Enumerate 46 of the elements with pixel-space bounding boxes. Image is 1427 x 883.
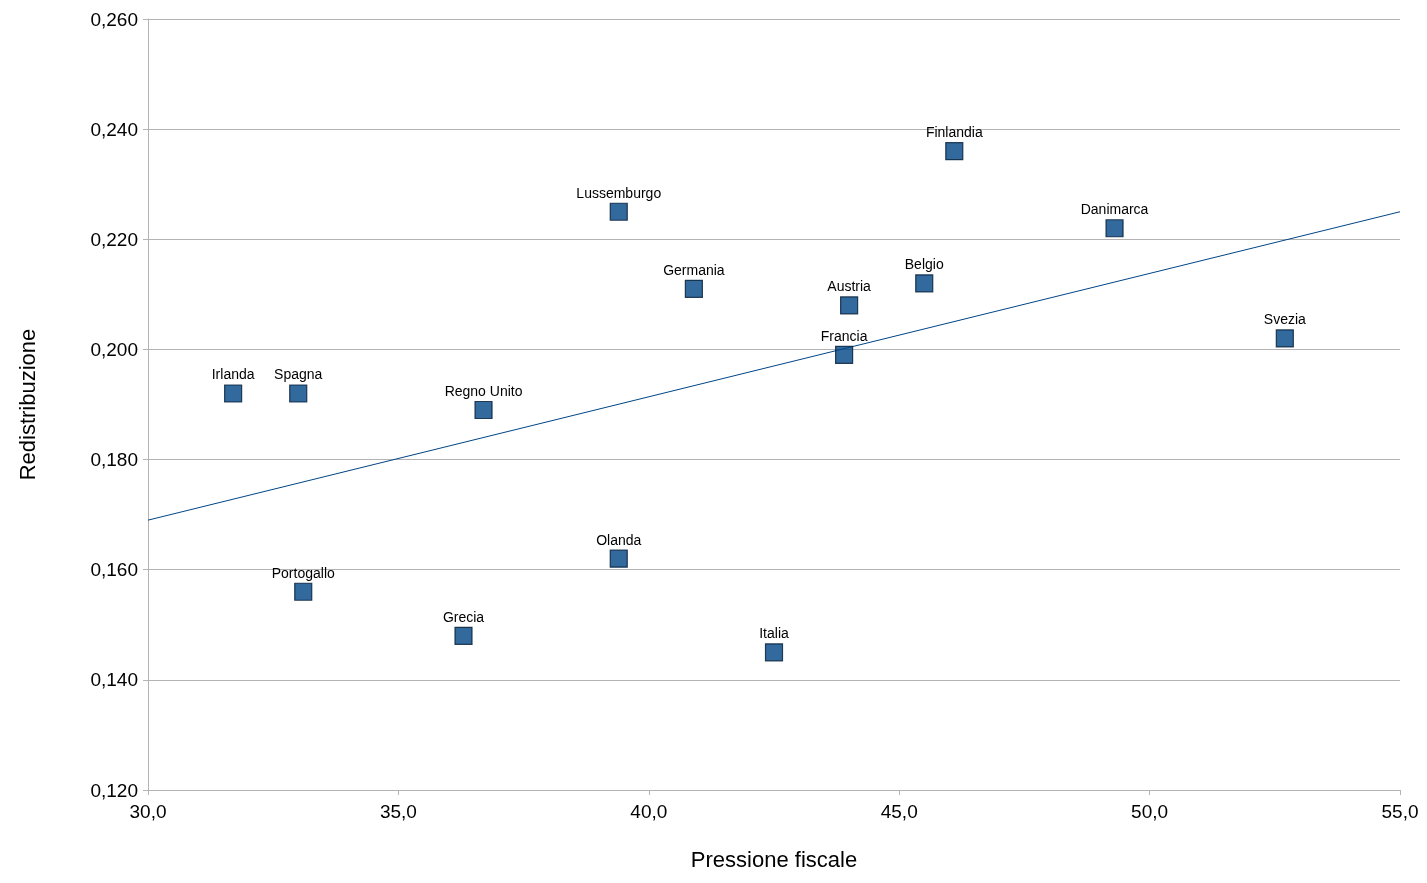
annotation: Regno Unito (444, 383, 523, 400)
point (609, 202, 628, 221)
annotation: Italia (759, 625, 789, 642)
x-axis-title: Pressione fiscale (690, 846, 858, 872)
annotation: Spagna (274, 366, 323, 383)
y-tick-label: 0,240 (90, 118, 138, 140)
x-tick-label: 40,0 (630, 801, 668, 822)
annotation: Finlandia (925, 124, 983, 141)
annotation: Svezia (1263, 311, 1307, 328)
annotation: Lussemburgo (576, 184, 662, 201)
point (840, 296, 859, 315)
x-tick-label: 55,0 (1381, 801, 1419, 822)
point (835, 345, 854, 365)
annotation: Danimarca (1080, 201, 1149, 218)
x-tick-label: 30,0 (129, 801, 167, 822)
point (1275, 329, 1294, 348)
point (684, 279, 703, 298)
point (1105, 219, 1124, 238)
annotation: Germania (663, 261, 725, 278)
y-tick-label: 0,120 (90, 779, 138, 801)
x-tick-label: 50,0 (1131, 801, 1169, 822)
point (224, 384, 243, 403)
point (474, 400, 493, 420)
annotation: Grecia (442, 608, 485, 625)
y-tick-label: 0,200 (90, 338, 138, 360)
point (294, 582, 313, 601)
y-axis-title: Redistribuzione (14, 328, 40, 481)
y-tick-label: 0,260 (90, 8, 138, 30)
y-tick-label: 0,140 (90, 669, 138, 691)
point (609, 549, 628, 568)
point (289, 384, 308, 403)
annotation: Irlanda (211, 366, 255, 383)
point (764, 643, 784, 662)
point (945, 142, 964, 161)
x-tick-label: 45,0 (880, 801, 918, 822)
y-tick-label: 0,160 (90, 559, 138, 581)
annotation: Austria (827, 278, 872, 295)
annotation: Francia (820, 327, 868, 344)
annotation: Olanda (596, 531, 642, 548)
annotation: Portogallo (271, 564, 335, 581)
point (454, 626, 473, 645)
y-tick-label: 0,180 (90, 449, 138, 471)
annotation: Belgio (904, 256, 944, 273)
x-tick-label: 35,0 (379, 801, 417, 822)
y-tick-label: 0,220 (90, 228, 138, 250)
point (915, 274, 934, 293)
